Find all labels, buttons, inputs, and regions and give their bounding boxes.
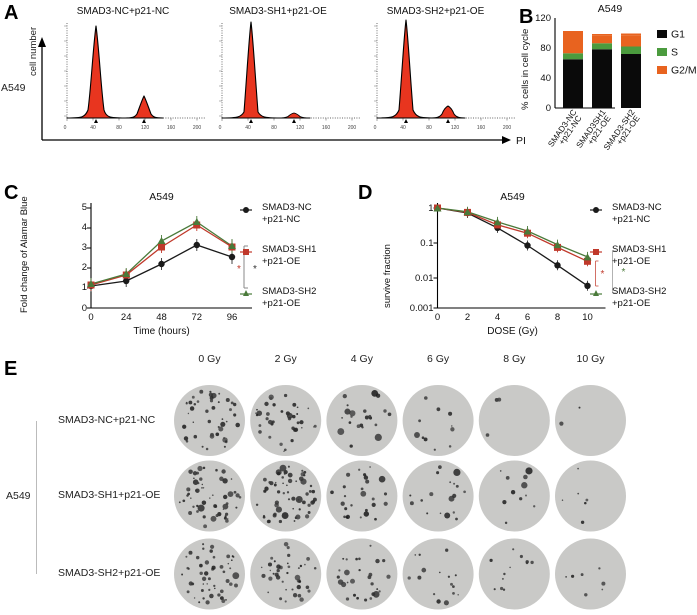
svg-text:8 Gy: 8 Gy	[503, 353, 526, 365]
svg-text:4 Gy: 4 Gy	[351, 353, 374, 365]
svg-text:6 Gy: 6 Gy	[427, 353, 450, 365]
svg-text:0 Gy: 0 Gy	[198, 353, 221, 365]
svg-text:2 Gy: 2 Gy	[275, 353, 298, 365]
svg-text:10 Gy: 10 Gy	[576, 353, 605, 365]
